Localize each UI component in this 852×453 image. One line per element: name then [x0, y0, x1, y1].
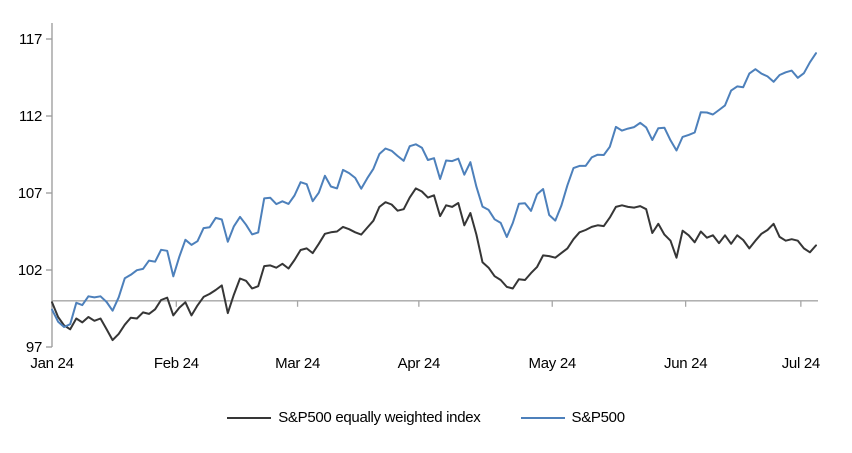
x-tick-label: Jun 24 [664, 355, 707, 372]
y-tick-label: 102 [18, 262, 42, 279]
sp500-equal-weight-line [51, 187, 817, 342]
sp500-line-swatch [520, 416, 565, 419]
legend-item-sp500: S&P500 [520, 409, 626, 426]
equal-weight-legend-label: S&P500 equally weighted index [278, 409, 481, 426]
y-tick-label: 97 [26, 339, 42, 356]
x-tick-label: Jan 24 [30, 355, 73, 372]
sp500-line [51, 52, 817, 328]
sp500-legend-label: S&P500 [571, 409, 626, 426]
y-tick-label: 112 [19, 108, 42, 125]
x-tick-label: Feb 24 [154, 355, 199, 372]
x-tick-label: May 24 [529, 355, 576, 372]
equal-weight-line-swatch [227, 416, 272, 419]
x-tick-label: Jul 24 [782, 355, 820, 372]
legend-item-equal-weight: S&P500 equally weighted index [227, 409, 481, 426]
y-tick-label: 117 [19, 31, 42, 48]
chart-legend: S&P500 equally weighted index S&P500 [0, 409, 852, 426]
x-tick-label: Apr 24 [398, 355, 440, 372]
y-tick-label: 107 [18, 185, 42, 202]
x-tick-label: Mar 24 [275, 355, 320, 372]
